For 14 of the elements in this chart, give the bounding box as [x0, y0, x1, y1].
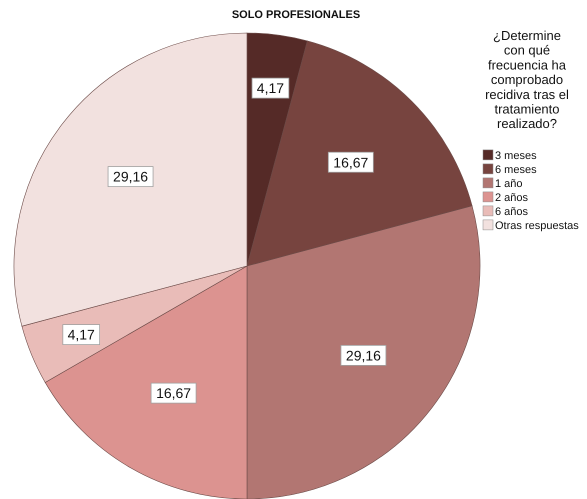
- data-label: 29,16: [113, 168, 148, 185]
- legend-label: 3 meses: [495, 150, 538, 162]
- data-label: 4,17: [68, 326, 96, 343]
- legend-title: ¿Determine con qué frecuencia ha comprobado recidiva tras el tratamiento realizado?: [485, 28, 570, 132]
- data-label: 16,67: [333, 154, 369, 170]
- chart-title: SOLO PROFESIONALES: [232, 8, 360, 21]
- legend-label: 1 año: [495, 178, 523, 190]
- legend-label: Otras respuestas: [495, 220, 580, 232]
- data-label: 16,67: [156, 385, 192, 402]
- legend-label: 6 meses: [495, 164, 538, 176]
- data-label: 29,16: [346, 347, 382, 364]
- legend-label: 2 años: [495, 192, 529, 204]
- data-label: 4,17: [256, 80, 284, 96]
- legend-label: 6 años: [495, 206, 529, 218]
